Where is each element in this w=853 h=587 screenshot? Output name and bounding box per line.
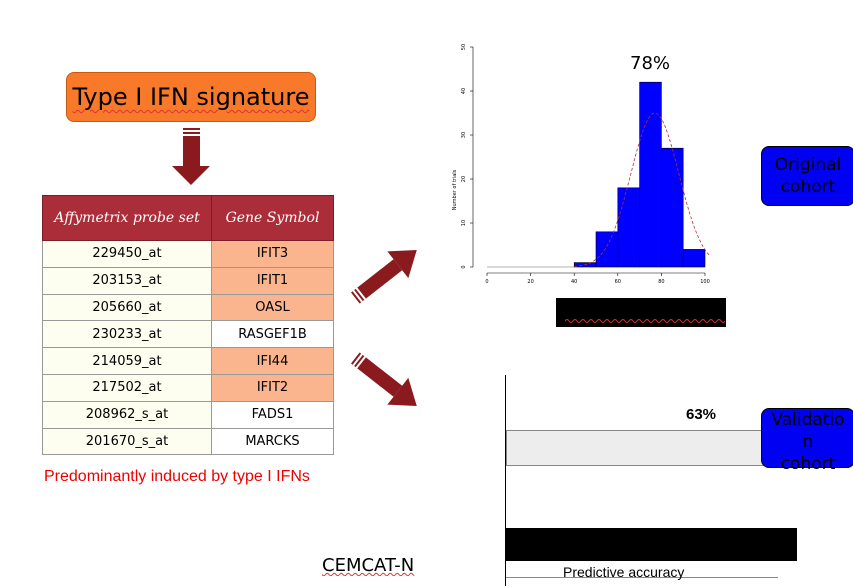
probe-cell: 217502_at xyxy=(42,373,212,402)
symbol-cell: IFIT1 xyxy=(211,266,334,295)
table-row: 205660_at OASL xyxy=(42,293,334,322)
table-row: 201670_s_at MARCKS xyxy=(42,427,334,456)
validation-bar-light xyxy=(506,430,766,466)
probe-cell: 214059_at xyxy=(42,347,212,375)
table-row: 229450_at IFIT3 xyxy=(42,240,334,268)
probe-cell: 230233_at xyxy=(42,320,212,349)
table-header-row: Affymetrix probe set Gene Symbol xyxy=(42,195,334,241)
x-tick-label: 0 xyxy=(485,279,488,285)
original-cohort-box: Original cohort xyxy=(761,146,853,206)
validation-bar-dark xyxy=(506,528,797,561)
title-text: Type I IFN signature xyxy=(72,83,310,111)
y-tick-label: 20 xyxy=(461,176,467,182)
y-tick-label: 30 xyxy=(461,132,467,138)
x-tick-label: 40 xyxy=(571,279,577,285)
histogram-bar xyxy=(595,231,619,268)
validation-axis-line xyxy=(505,375,506,586)
x-tick-label: 20 xyxy=(527,279,533,285)
x-tick-label: 80 xyxy=(658,279,664,285)
header-gene-symbol: Gene Symbol xyxy=(211,195,334,241)
probe-cell: 201670_s_at xyxy=(42,427,212,456)
caption-text: Predominantly induced by type I IFNs xyxy=(44,468,310,485)
histogram-bar xyxy=(617,187,640,268)
histogram-ylabel: Number of trials xyxy=(452,169,458,210)
symbol-cell: IFIT2 xyxy=(211,373,334,402)
arrow-down-right-icon xyxy=(350,352,417,406)
histogram-bar xyxy=(639,81,662,268)
histogram-chart: 0 20 40 60 80 100 0 10 20 30 40 50 Number of trials xyxy=(452,44,710,285)
probe-cell: 203153_at xyxy=(42,266,212,295)
table-row: 214059_at IFI44 xyxy=(42,347,334,375)
y-tick-label: 0 xyxy=(461,265,467,268)
down-arrow-icon xyxy=(172,128,210,185)
validation-box-line3: cohort xyxy=(780,454,836,474)
validation-cohort-box: Validatio n cohort xyxy=(761,408,853,474)
symbol-cell: FADS1 xyxy=(211,400,334,429)
probe-cell: 205660_at xyxy=(42,293,212,322)
histogram-bars xyxy=(573,81,706,268)
y-tick-label: 10 xyxy=(461,220,467,226)
validation-box-line1: Validatio xyxy=(771,410,845,430)
arrow-up-right-icon xyxy=(350,250,417,304)
symbol-cell: IFIT3 xyxy=(211,240,334,268)
probe-cell: 229450_at xyxy=(42,240,212,268)
original-cohort-line2: cohort xyxy=(780,177,836,197)
probe-cell: 208962_s_at xyxy=(42,400,212,429)
validation-percent-label: 63% xyxy=(686,406,717,423)
symbol-cell: OASL xyxy=(211,293,334,322)
histogram-axes: 0 20 40 60 80 100 0 10 20 30 40 50 xyxy=(461,44,710,285)
predictive-accuracy-label: Predictive accuracy xyxy=(563,564,685,580)
symbol-cell: RASGEF1B xyxy=(211,320,334,349)
wavy-underline xyxy=(565,319,725,323)
validation-bar-bottom xyxy=(506,577,778,587)
table-row: 217502_at IFIT2 xyxy=(42,373,334,402)
symbol-cell: IFI44 xyxy=(211,347,334,375)
x-tick-label: 100 xyxy=(700,279,710,285)
cemcat-label: CEMCAT-N xyxy=(322,555,415,576)
x-tick-label: 60 xyxy=(615,279,621,285)
header-probe-set: Affymetrix probe set xyxy=(42,195,212,241)
density-curve xyxy=(574,112,710,267)
histogram-bar xyxy=(661,147,684,268)
histogram-bar xyxy=(682,249,706,268)
table-row: 208962_s_at FADS1 xyxy=(42,400,334,429)
gene-table: Affymetrix probe set Gene Symbol 229450_… xyxy=(42,195,334,456)
original-percent-label: 78% xyxy=(630,53,671,74)
type-i-ifn-signature-box: Type I IFN signature xyxy=(66,72,316,122)
table-row: 203153_at IFIT1 xyxy=(42,266,334,295)
original-cohort-line1: Original xyxy=(774,155,842,175)
table-row: 230233_at RASGEF1B xyxy=(42,320,334,349)
y-tick-label: 50 xyxy=(461,44,467,50)
y-tick-label: 40 xyxy=(461,88,467,94)
validation-box-line2: n xyxy=(802,432,814,452)
symbol-cell: MARCKS xyxy=(211,427,334,456)
